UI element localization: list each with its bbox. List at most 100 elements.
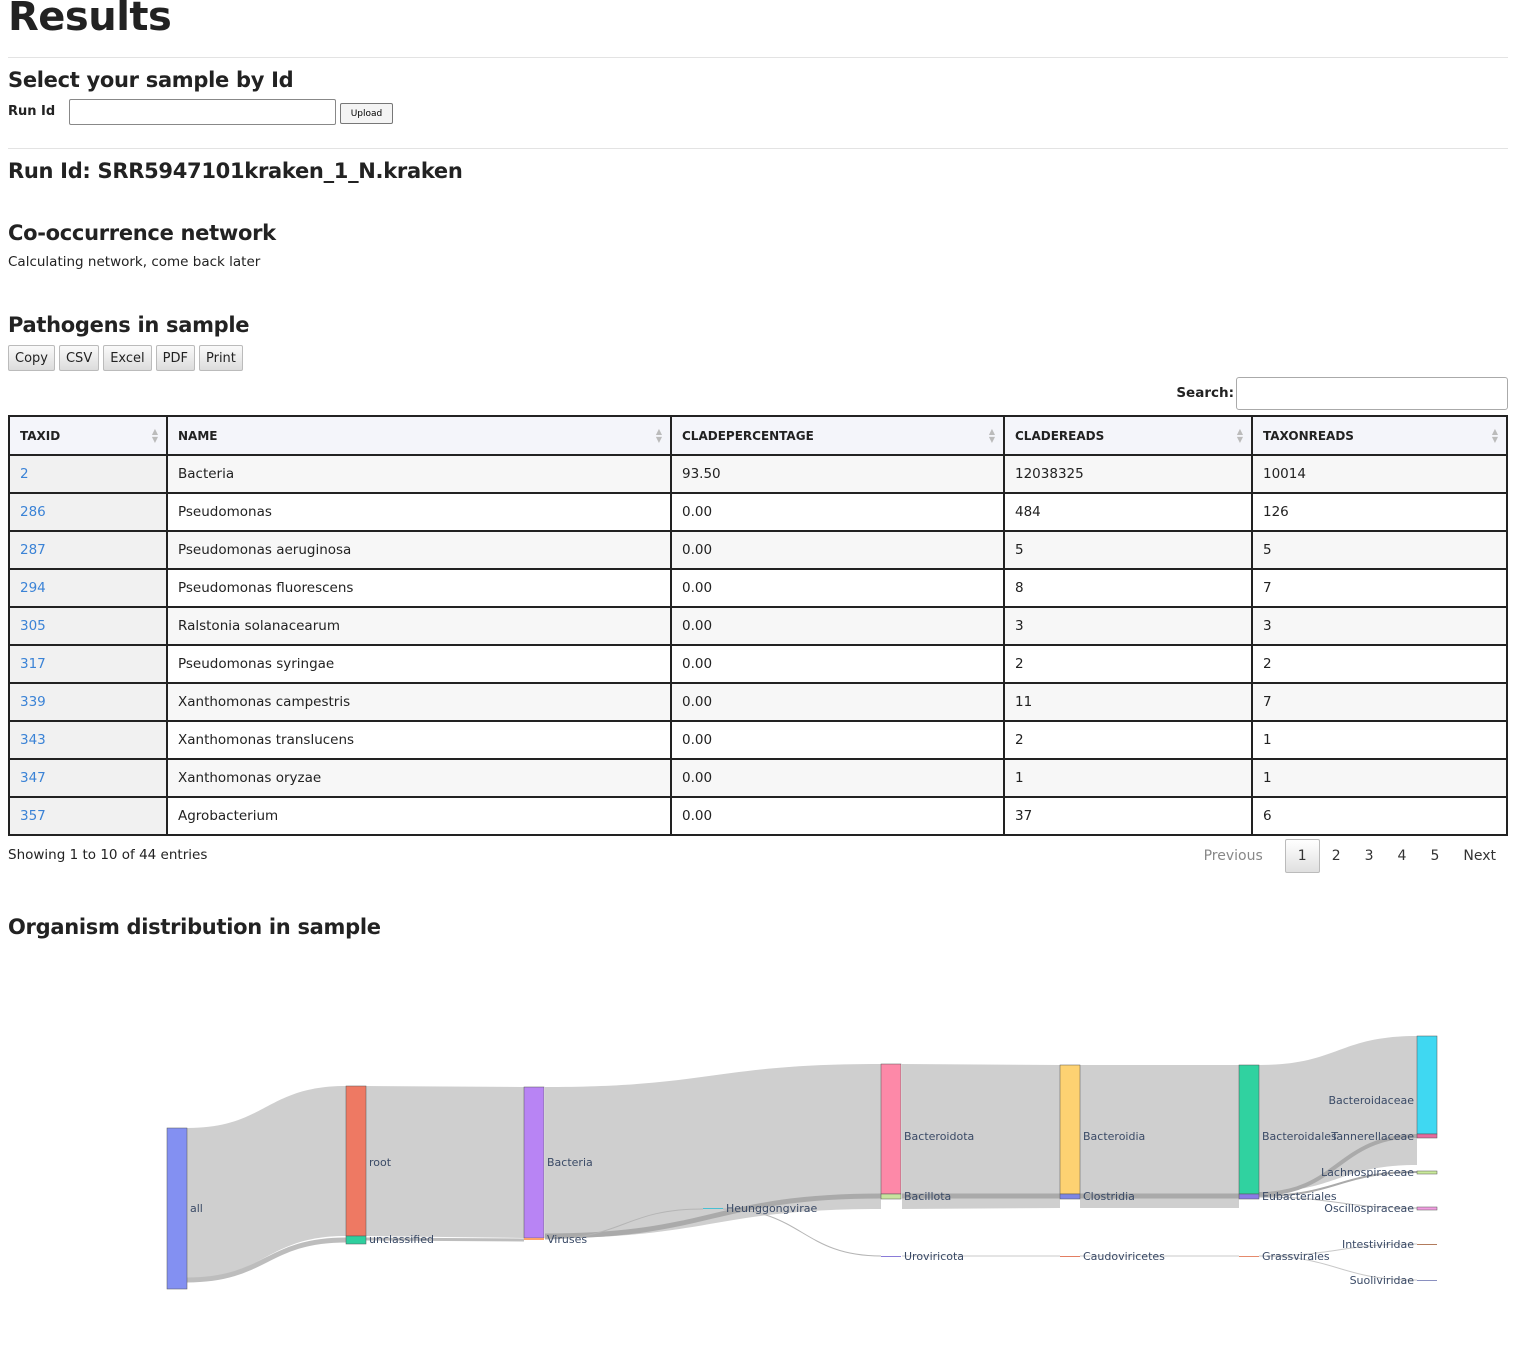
sankey-node-oscillospiraceae[interactable]: [1416, 1206, 1438, 1211]
sankey-node-unclassified[interactable]: [345, 1235, 367, 1245]
previous-page-button[interactable]: Previous: [1203, 848, 1263, 864]
sankey-node-label: root: [369, 1156, 392, 1169]
sankey-node-label: Clostridia: [1083, 1190, 1135, 1203]
page-button-4[interactable]: 4: [1397, 848, 1407, 864]
sankey-node-bacillota[interactable]: [880, 1193, 902, 1200]
taxid-link[interactable]: 357: [20, 808, 46, 824]
sankey-node-label: Tannerellaceae: [1330, 1130, 1414, 1143]
sankey-node-bacteria[interactable]: [523, 1086, 545, 1239]
sankey-node-label: Heunggongvirae: [726, 1202, 817, 1215]
table-info: Showing 1 to 10 of 44 entries: [8, 847, 208, 863]
sankey-node-eubacteriales[interactable]: [1238, 1193, 1260, 1200]
table-cell-taxonreads: 1: [1251, 758, 1508, 798]
sankey-node-viruses[interactable]: [524, 1238, 544, 1240]
table-cell-taxid: 317: [8, 644, 168, 684]
column-header-taxid[interactable]: TAXID ▲ ▼: [8, 415, 168, 456]
export-buttons: Copy CSV Excel PDF Print: [8, 345, 243, 371]
table-cell-name: Bacteria: [166, 454, 672, 494]
sankey-node-root[interactable]: [345, 1085, 367, 1237]
distribution-heading: Organism distribution in sample: [8, 915, 381, 939]
page-button-1[interactable]: 1: [1284, 839, 1320, 873]
taxid-link[interactable]: 317: [20, 656, 46, 672]
sankey-link: [722, 1208, 882, 1257]
print-button[interactable]: Print: [198, 345, 243, 371]
table-cell-taxonreads: 5: [1251, 530, 1508, 570]
sankey-node-label: Lachnospiraceae: [1321, 1166, 1414, 1179]
column-header-taxonreads[interactable]: TAXONREADS ▲ ▼: [1251, 415, 1508, 456]
table-cell-taxonreads: 7: [1251, 682, 1508, 722]
pdf-button[interactable]: PDF: [155, 345, 195, 371]
run-heading: Run Id: SRR5947101kraken_1_N.kraken: [8, 159, 463, 183]
sankey-node-intestiviridae[interactable]: [1417, 1244, 1437, 1245]
divider: [8, 148, 1508, 149]
table-row: 287 Pseudomonas aeruginosa 0.00 5 5: [8, 530, 1508, 570]
table-row: 357 Agrobacterium 0.00 37 6: [8, 796, 1508, 836]
sankey-node-clostridia[interactable]: [1059, 1193, 1081, 1200]
sankey-node-label: Oscillospiraceae: [1324, 1202, 1414, 1215]
table-cell-name: Agrobacterium: [166, 796, 672, 836]
column-header-cladepercentage[interactable]: CLADEPERCENTAGE ▲ ▼: [670, 415, 1005, 456]
sankey-node-uroviricota[interactable]: [881, 1256, 901, 1257]
sankey-node-label: Bacteroidota: [904, 1130, 974, 1143]
table-row: 343 Xanthomonas translucens 0.00 2 1: [8, 720, 1508, 760]
taxid-link[interactable]: 287: [20, 542, 46, 558]
sankey-node-grassvirales[interactable]: [1239, 1256, 1259, 1257]
sankey-node-suoliviridae[interactable]: [1417, 1280, 1437, 1281]
upload-button[interactable]: Upload: [340, 103, 393, 124]
sankey-link: [1258, 1255, 1418, 1281]
table-cell-taxid: 287: [8, 530, 168, 570]
column-header-label: TAXONREADS: [1263, 428, 1354, 443]
sankey-node-bacteroidaceae[interactable]: [1416, 1035, 1438, 1135]
sankey-node-bacteroidales[interactable]: [1238, 1064, 1260, 1195]
table-row: 286 Pseudomonas 0.00 484 126: [8, 492, 1508, 532]
sankey-node-lachnospiraceae[interactable]: [1416, 1170, 1438, 1175]
taxid-link[interactable]: 294: [20, 580, 46, 596]
sankey-link: [544, 1208, 704, 1240]
sankey-node-label: Suoliviridae: [1350, 1274, 1415, 1287]
table-cell-cladereads: 12038325: [1003, 454, 1253, 494]
page-button-5[interactable]: 5: [1430, 848, 1440, 864]
sankey-link: [1259, 1036, 1417, 1192]
page-button-2[interactable]: 2: [1331, 848, 1341, 864]
table-cell-name: Pseudomonas aeruginosa: [166, 530, 672, 570]
run-id-input[interactable]: [69, 99, 336, 125]
taxid-link[interactable]: 343: [20, 732, 46, 748]
sort-icon: ▲ ▼: [988, 427, 995, 444]
table-cell-cladepercentage: 0.00: [670, 492, 1005, 532]
next-page-button[interactable]: Next: [1463, 848, 1496, 864]
sankey-node-heunggongvirae[interactable]: [703, 1208, 723, 1209]
column-header-label: CLADEPERCENTAGE: [682, 428, 814, 443]
csv-button[interactable]: CSV: [58, 345, 100, 371]
table-cell-cladepercentage: 0.00: [670, 796, 1005, 836]
table-cell-taxid: 347: [8, 758, 168, 798]
search-input[interactable]: [1236, 377, 1508, 410]
sankey-node-all[interactable]: [166, 1127, 188, 1290]
column-header-cladereads[interactable]: CLADEREADS ▲ ▼: [1003, 415, 1253, 456]
copy-button[interactable]: Copy: [8, 345, 55, 371]
sankey-node-tannerellaceae[interactable]: [1416, 1133, 1438, 1139]
sankey-node-caudoviricetes[interactable]: [1060, 1256, 1080, 1257]
table-cell-name: Xanthomonas oryzae: [166, 758, 672, 798]
taxid-link[interactable]: 347: [20, 770, 46, 786]
sankey-node-bacteroidota[interactable]: [880, 1063, 902, 1195]
sankey-node-bacteroidia[interactable]: [1059, 1064, 1081, 1195]
sankey-node-label: Bacteroidaceae: [1328, 1094, 1414, 1107]
table-cell-cladepercentage: 0.00: [670, 682, 1005, 722]
excel-button[interactable]: Excel: [103, 345, 152, 371]
taxid-link[interactable]: 2: [20, 466, 29, 482]
page-title: Results: [8, 0, 172, 40]
table-cell-taxid: 286: [8, 492, 168, 532]
taxid-link[interactable]: 286: [20, 504, 46, 520]
column-header-name[interactable]: NAME ▲ ▼: [166, 415, 672, 456]
sankey-node-label: Uroviricota: [904, 1250, 964, 1263]
taxid-link[interactable]: 305: [20, 618, 46, 634]
table-cell-cladereads: 3: [1003, 606, 1253, 646]
select-heading: Select your sample by Id: [8, 68, 294, 92]
column-header-label: CLADEREADS: [1015, 428, 1105, 443]
pathogens-table: TAXID ▲ ▼ NAME ▲ ▼ CLADEPERCENTAGE ▲ ▼ CLADERE…: [8, 415, 1508, 836]
taxid-link[interactable]: 339: [20, 694, 46, 710]
network-status-text: Calculating network, come back later: [8, 254, 261, 270]
sankey-node-label: Viruses: [547, 1233, 587, 1246]
run-id-label: Run Id: [8, 104, 56, 119]
page-button-3[interactable]: 3: [1364, 848, 1374, 864]
